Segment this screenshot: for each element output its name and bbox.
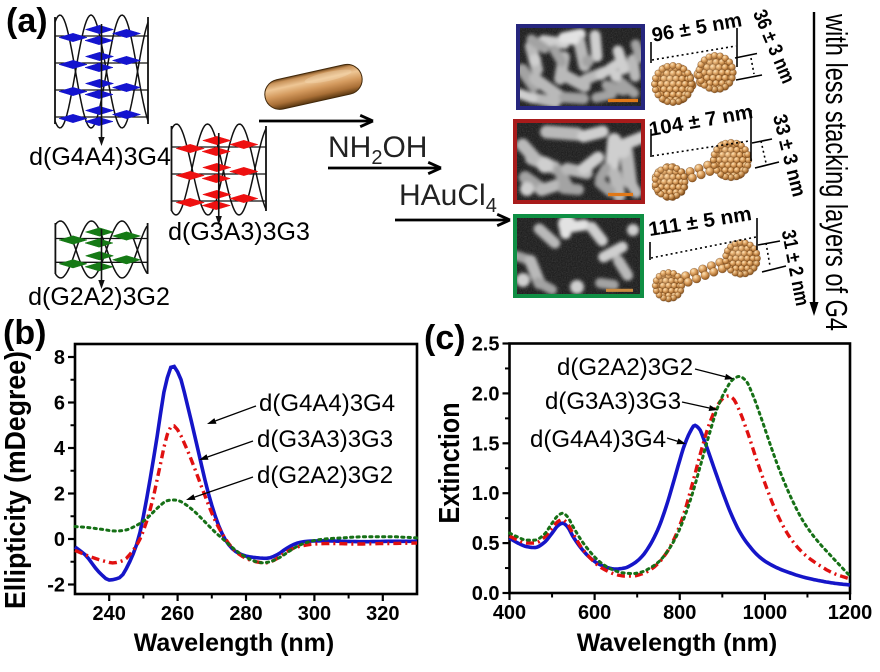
svg-text:2.0: 2.0 (472, 383, 500, 405)
svg-text:Wavelength (nm): Wavelength (nm) (577, 629, 777, 657)
svg-text:280: 280 (229, 603, 262, 625)
svg-text:300: 300 (298, 603, 331, 625)
svg-text:1000: 1000 (743, 602, 788, 624)
svg-text:600: 600 (578, 602, 611, 624)
svg-text:4: 4 (54, 438, 66, 460)
svg-text:HAuCl4: HAuCl4 (399, 179, 497, 217)
svg-text:(a): (a) (6, 2, 48, 40)
svg-text:d(G3A3)3G3: d(G3A3)3G3 (257, 426, 393, 453)
svg-text:d(G2A2)3G2: d(G2A2)3G2 (257, 462, 393, 489)
svg-text:d(G2A2)3G2: d(G2A2)3G2 (28, 283, 170, 311)
svg-text:8: 8 (54, 347, 65, 369)
svg-text:240: 240 (93, 603, 126, 625)
svg-text:Wavelength (nm): Wavelength (nm) (134, 629, 334, 657)
svg-text:(b): (b) (3, 314, 46, 352)
svg-text:Extinction: Extinction (434, 403, 466, 524)
svg-text:260: 260 (161, 603, 194, 625)
svg-text:2.5: 2.5 (472, 334, 500, 356)
svg-text:2: 2 (54, 484, 65, 506)
svg-text:d(G4A4)3G4: d(G4A4)3G4 (29, 143, 171, 171)
svg-text:d(G4A4)3G4: d(G4A4)3G4 (530, 426, 666, 453)
svg-text:NH2OH: NH2OH (328, 131, 427, 169)
svg-text:1.5: 1.5 (472, 433, 500, 455)
svg-text:d(G3A3)3G3: d(G3A3)3G3 (545, 388, 681, 415)
svg-text:0.0: 0.0 (472, 583, 500, 605)
svg-text:1.0: 1.0 (472, 483, 500, 505)
svg-text:with less stacking layers of G: with less stacking layers of G4 (819, 13, 854, 331)
svg-text:800: 800 (663, 602, 696, 624)
svg-text:400: 400 (493, 602, 526, 624)
svg-text:6: 6 (54, 393, 65, 415)
svg-text:d(G3A3)3G3: d(G3A3)3G3 (168, 218, 310, 246)
svg-text:0: 0 (54, 529, 65, 551)
svg-text:1200: 1200 (828, 602, 873, 624)
svg-text:d(G2A2)3G2: d(G2A2)3G2 (557, 354, 693, 381)
svg-text:-2: -2 (47, 575, 65, 597)
svg-text:Ellipticity (mDegree): Ellipticity (mDegree) (0, 351, 32, 609)
svg-text:(c): (c) (424, 319, 466, 357)
svg-text:320: 320 (366, 603, 399, 625)
svg-text:0.5: 0.5 (472, 533, 500, 555)
svg-text:d(G4A4)3G4: d(G4A4)3G4 (259, 390, 395, 417)
